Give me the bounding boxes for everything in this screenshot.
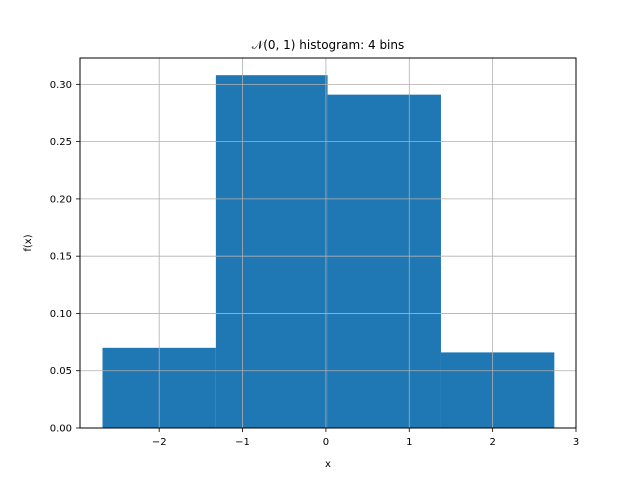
y-tick-label-2: 0.10 xyxy=(50,309,72,320)
y-tick-label-0: 0.00 xyxy=(50,424,72,435)
y-tick-label-3: 0.15 xyxy=(50,252,72,263)
y-tick-label-4: 0.20 xyxy=(50,194,72,205)
x-axis-label: x xyxy=(325,459,331,470)
x-tick-label-2: 0 xyxy=(323,437,329,448)
histogram-bar-2 xyxy=(215,75,328,428)
histogram-bar-3 xyxy=(327,94,441,429)
x-axis-ticks: −2 −1 0 1 2 3 xyxy=(152,428,579,448)
y-axis-ticks: 0.00 0.05 0.10 0.15 0.20 0.25 0.30 xyxy=(50,80,80,435)
histogram-bars xyxy=(102,75,555,429)
chart-title: 𝒩(0, 1) histogram: 4 bins xyxy=(252,38,405,52)
grid-lines xyxy=(80,58,577,429)
y-tick-label-6: 0.30 xyxy=(50,80,72,91)
x-tick-label-3: 1 xyxy=(406,437,412,448)
y-tick-label-5: 0.25 xyxy=(50,137,72,148)
x-tick-label-4: 2 xyxy=(489,437,495,448)
x-tick-label-5: 3 xyxy=(573,437,579,448)
x-tick-label-0: −2 xyxy=(152,437,167,448)
histogram-bar-4 xyxy=(440,352,555,428)
plot-frame xyxy=(79,57,577,429)
x-tick-label-1: −1 xyxy=(235,437,250,448)
y-tick-label-1: 0.05 xyxy=(50,366,72,377)
y-axis-label: f(x) xyxy=(23,234,34,251)
